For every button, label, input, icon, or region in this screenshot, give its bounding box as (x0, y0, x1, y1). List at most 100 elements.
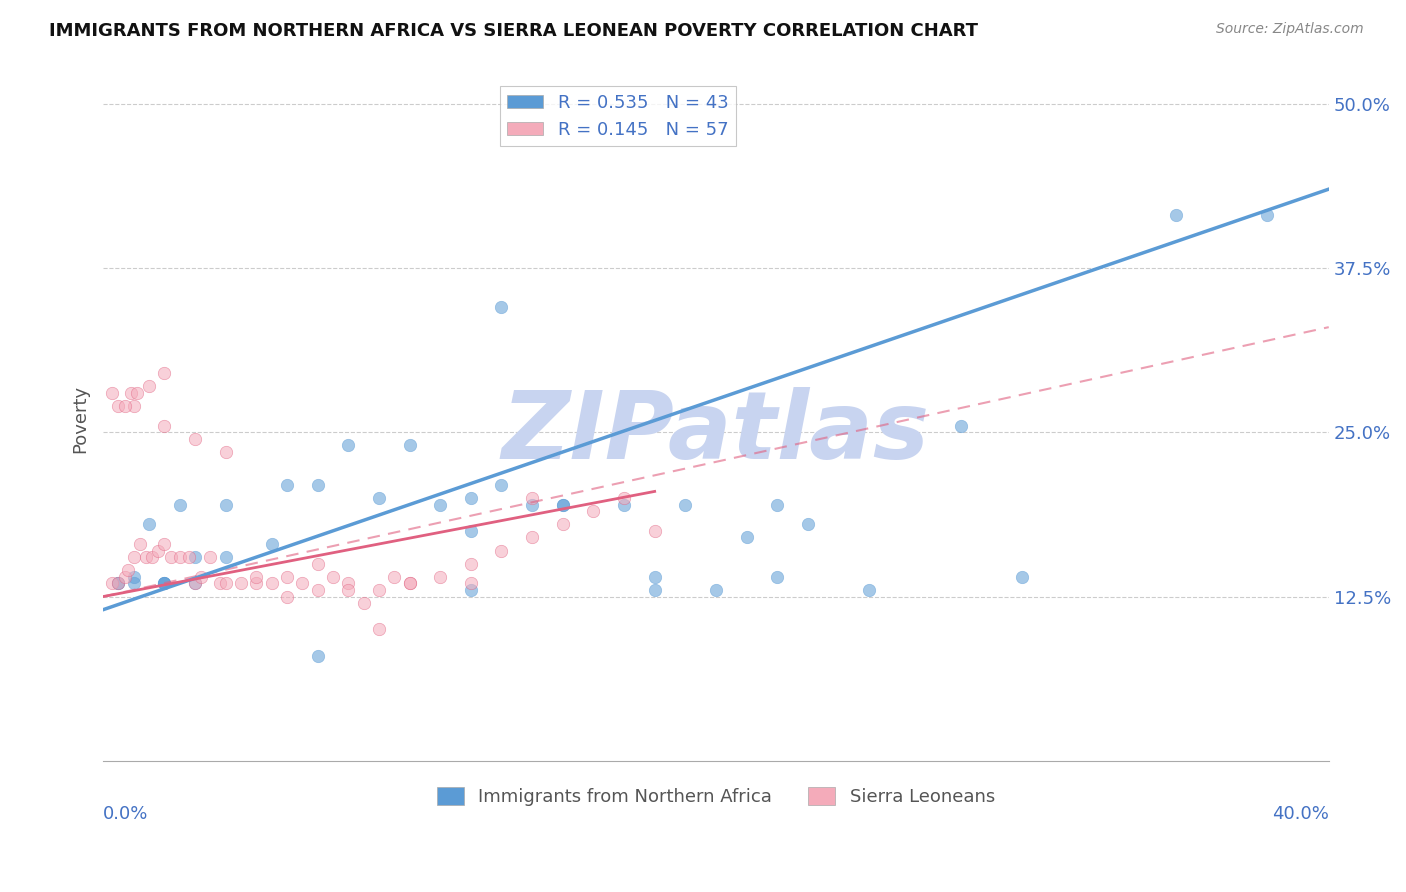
Point (190, 570, 212, 584)
Point (153, 366, 176, 380)
Point (215, 498, 238, 512)
Point (117, 563, 139, 577)
Point (208, 576, 231, 591)
Point (200, 550, 222, 565)
Point (120, 385, 142, 400)
Text: IMMIGRANTS FROM NORTHERN AFRICA VS SIERRA LEONEAN POVERTY CORRELATION CHART: IMMIGRANTS FROM NORTHERN AFRICA VS SIERR… (49, 22, 979, 40)
Point (551, 498, 574, 512)
Point (429, 570, 451, 584)
Point (245, 570, 267, 584)
Point (114, 399, 136, 413)
Point (169, 550, 191, 565)
Point (184, 550, 207, 565)
Text: Source: ZipAtlas.com: Source: ZipAtlas.com (1216, 22, 1364, 37)
Point (353, 596, 375, 610)
Text: 0.0%: 0.0% (103, 805, 149, 823)
Point (491, 478, 513, 492)
Point (367, 491, 389, 505)
Point (766, 498, 789, 512)
Point (229, 576, 252, 591)
Point (337, 582, 360, 597)
Point (276, 570, 298, 584)
Point (337, 576, 360, 591)
Point (797, 517, 820, 532)
Point (122, 399, 145, 413)
Point (307, 648, 329, 663)
Point (114, 570, 136, 584)
Point (101, 576, 124, 591)
Point (215, 576, 238, 591)
Point (177, 550, 200, 565)
Point (460, 582, 482, 597)
Point (322, 570, 344, 584)
Point (260, 576, 283, 591)
Point (613, 498, 636, 512)
Point (138, 517, 160, 532)
Point (613, 491, 636, 505)
Point (673, 498, 696, 512)
Point (215, 550, 238, 565)
Point (950, 418, 973, 433)
Point (107, 399, 129, 413)
Point (129, 537, 152, 551)
Point (148, 543, 170, 558)
Point (520, 530, 543, 544)
Point (122, 550, 145, 565)
Point (307, 582, 329, 597)
Point (122, 576, 145, 591)
Point (169, 498, 191, 512)
Point (101, 385, 124, 400)
Y-axis label: Poverty: Poverty (72, 385, 89, 453)
Point (398, 576, 420, 591)
Point (520, 491, 543, 505)
Point (735, 530, 758, 544)
Point (491, 543, 513, 558)
Point (153, 418, 176, 433)
Point (138, 379, 160, 393)
Point (153, 576, 176, 591)
Point (276, 478, 298, 492)
Point (125, 385, 148, 400)
Point (551, 498, 574, 512)
Point (367, 582, 389, 597)
Point (367, 623, 389, 637)
Point (551, 517, 574, 532)
Point (398, 576, 420, 591)
Point (520, 498, 543, 512)
Point (491, 301, 513, 315)
Point (337, 438, 360, 452)
Point (429, 498, 451, 512)
Point (153, 576, 176, 591)
Point (644, 524, 666, 538)
Point (460, 576, 482, 591)
Legend: R = 0.535   N = 43, R = 0.145   N = 57: R = 0.535 N = 43, R = 0.145 N = 57 (501, 87, 735, 146)
Point (107, 576, 129, 591)
Point (1164, 209, 1187, 223)
Point (276, 590, 298, 604)
Point (644, 570, 666, 584)
Point (122, 570, 145, 584)
Point (307, 557, 329, 571)
Point (153, 576, 176, 591)
Point (1256, 209, 1278, 223)
Point (704, 582, 727, 597)
Point (215, 445, 238, 459)
Point (858, 582, 880, 597)
Point (135, 550, 157, 565)
Point (398, 438, 420, 452)
Point (245, 576, 267, 591)
Point (184, 576, 207, 591)
Point (582, 504, 605, 518)
Point (153, 537, 176, 551)
Point (1011, 570, 1033, 584)
Point (107, 576, 129, 591)
Text: ZIPatlas: ZIPatlas (502, 387, 929, 479)
Point (141, 550, 163, 565)
Point (107, 576, 129, 591)
Point (159, 550, 181, 565)
Point (766, 570, 789, 584)
Point (184, 576, 207, 591)
Point (382, 570, 405, 584)
Point (307, 478, 329, 492)
Point (460, 524, 482, 538)
